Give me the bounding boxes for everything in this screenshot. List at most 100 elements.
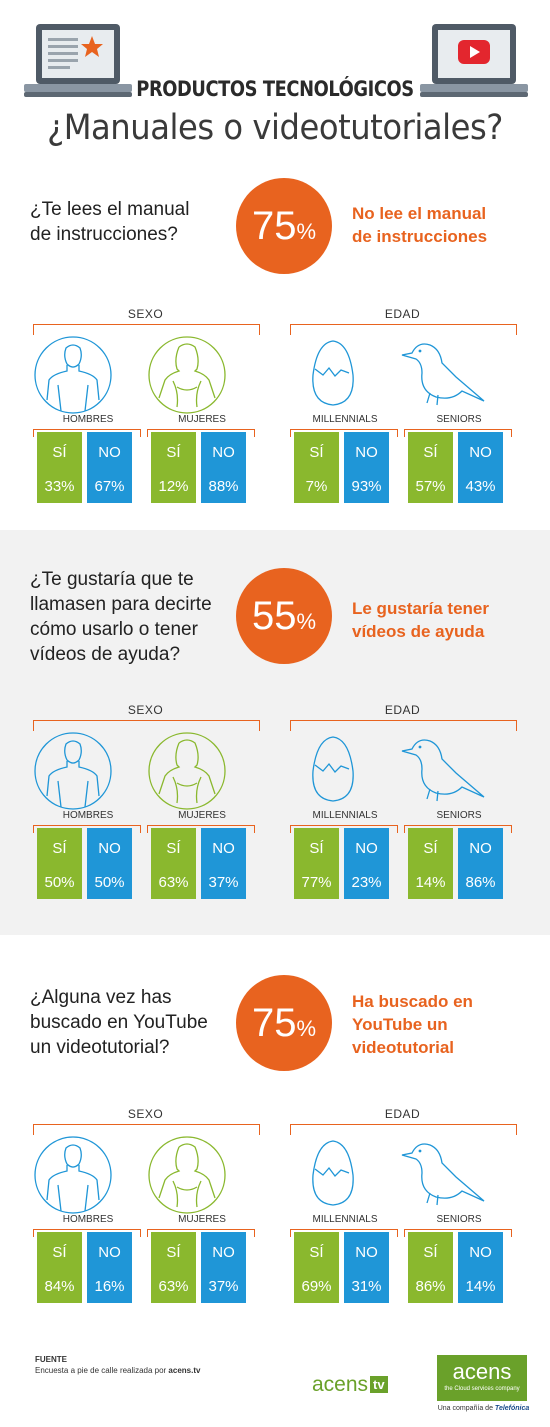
man-icon (33, 731, 113, 816)
no-label: NO (355, 1244, 378, 1261)
percent-value: 75 (251, 1001, 297, 1045)
group-name: MUJERES (178, 810, 226, 821)
percent-value: 75 (251, 204, 297, 248)
sexo-label: SEXO (127, 703, 164, 717)
no-value: 23% (351, 874, 382, 891)
group-sub-bracket (33, 429, 141, 437)
si-box: SÍ 12% (151, 432, 196, 503)
laptop-document-icon (24, 24, 132, 97)
no-label: NO (212, 444, 235, 461)
si-label: SÍ (52, 444, 67, 461)
no-value: 88% (208, 478, 239, 495)
group-name: MILLENNIALS (312, 810, 378, 821)
no-label: NO (355, 444, 378, 461)
si-value: 57% (415, 478, 446, 495)
answer-text: No lee el manual de instrucciones (352, 202, 487, 248)
question-section: ¿Te gustaría que te llamasen para decirte… (0, 530, 550, 935)
question-line: ¿Te lees el manual (30, 199, 190, 220)
si-value: 63% (158, 874, 189, 891)
no-value: 43% (465, 478, 496, 495)
answer-line: YouTube un (352, 1015, 448, 1034)
question-section: ¿Te lees el manual de instrucciones? 75% No… (0, 160, 550, 530)
group-bracket (33, 1124, 260, 1135)
footer-source: acens.tv (168, 1366, 201, 1375)
group-name: SENIORS (436, 1214, 482, 1225)
si-label: SÍ (166, 840, 181, 857)
si-label: SÍ (309, 444, 324, 461)
no-label: NO (469, 444, 492, 461)
bird-icon (398, 731, 490, 808)
group-name: MILLENNIALS (312, 414, 378, 425)
no-box: NO 43% (458, 432, 503, 503)
si-value: 69% (301, 1278, 332, 1295)
woman-icon (147, 731, 227, 816)
no-value: 37% (208, 874, 239, 891)
group-sub-bracket (290, 429, 398, 437)
question-text: ¿Te gustaría que te llamasen para decirte… (30, 567, 212, 667)
edad-label: EDAD (384, 1107, 421, 1121)
bird-icon (398, 335, 490, 412)
question-line: buscado en YouTube (30, 1012, 208, 1033)
no-box: NO 50% (87, 828, 132, 899)
no-value: 16% (94, 1278, 125, 1295)
group-name: SENIORS (436, 810, 482, 821)
group-bracket (290, 324, 517, 335)
percent-circle: 75% (236, 178, 332, 274)
page-subtitle: ¿Manuales o videotutoriales? (47, 108, 503, 148)
no-label: NO (355, 840, 378, 857)
question-line: ¿Alguna vez has (30, 987, 172, 1008)
si-box: SÍ 63% (151, 1232, 196, 1303)
footer-title: FUENTE (35, 1355, 67, 1364)
si-box: SÍ 14% (408, 828, 453, 899)
no-box: NO 86% (458, 828, 503, 899)
no-box: NO 23% (344, 828, 389, 899)
man-icon (33, 1135, 113, 1220)
answer-line: de instrucciones (352, 227, 488, 246)
si-label: SÍ (52, 840, 67, 857)
bird-icon (398, 1135, 490, 1212)
si-value: 50% (44, 874, 75, 891)
si-box: SÍ 84% (37, 1232, 82, 1303)
si-label: SÍ (423, 444, 438, 461)
question-text: ¿Te lees el manual de instrucciones? (30, 197, 189, 247)
group-bracket (290, 1124, 517, 1135)
footer-text: Encuesta a pie de calle realizada por ac… (35, 1366, 201, 1375)
group-bracket (33, 720, 260, 731)
answer-line: Le gustaría tener (352, 599, 489, 618)
group-name: MILLENNIALS (312, 1214, 378, 1225)
question-line: cómo usarlo o tener (30, 619, 198, 640)
group-sub-bracket (33, 825, 141, 833)
answer-text: Le gustaría tener vídeos de ayuda (352, 597, 489, 643)
group-sub-bracket (404, 825, 512, 833)
group-name: HOMBRES (62, 414, 114, 425)
woman-icon (147, 335, 227, 420)
group-bracket (290, 720, 517, 731)
no-label: NO (98, 1244, 121, 1261)
no-box: NO 31% (344, 1232, 389, 1303)
si-box: SÍ 63% (151, 828, 196, 899)
si-label: SÍ (423, 1244, 438, 1261)
group-sub-bracket (147, 1229, 255, 1237)
question-text: ¿Alguna vez has buscado en YouTube un vide… (30, 985, 208, 1060)
si-label: SÍ (52, 1244, 67, 1261)
group-name: HOMBRES (62, 1214, 114, 1225)
no-value: 37% (208, 1278, 239, 1295)
no-value: 93% (351, 478, 382, 495)
si-value: 84% (44, 1278, 75, 1295)
no-box: NO 67% (87, 432, 132, 503)
si-value: 77% (301, 874, 332, 891)
no-label: NO (98, 840, 121, 857)
question-line: un videotutorial? (30, 1037, 170, 1058)
group-name: HOMBRES (62, 810, 114, 821)
group-sub-bracket (290, 825, 398, 833)
percent-sign: % (296, 609, 317, 634)
edad-label: EDAD (384, 307, 421, 321)
si-value: 63% (158, 1278, 189, 1295)
percent-sign: % (296, 219, 317, 244)
group-name: SENIORS (436, 414, 482, 425)
percent-circle: 75% (236, 975, 332, 1071)
no-label: NO (469, 840, 492, 857)
no-box: NO 88% (201, 432, 246, 503)
sexo-label: SEXO (127, 1107, 164, 1121)
acens-main-logo: acens the Cloud services company (437, 1355, 527, 1401)
